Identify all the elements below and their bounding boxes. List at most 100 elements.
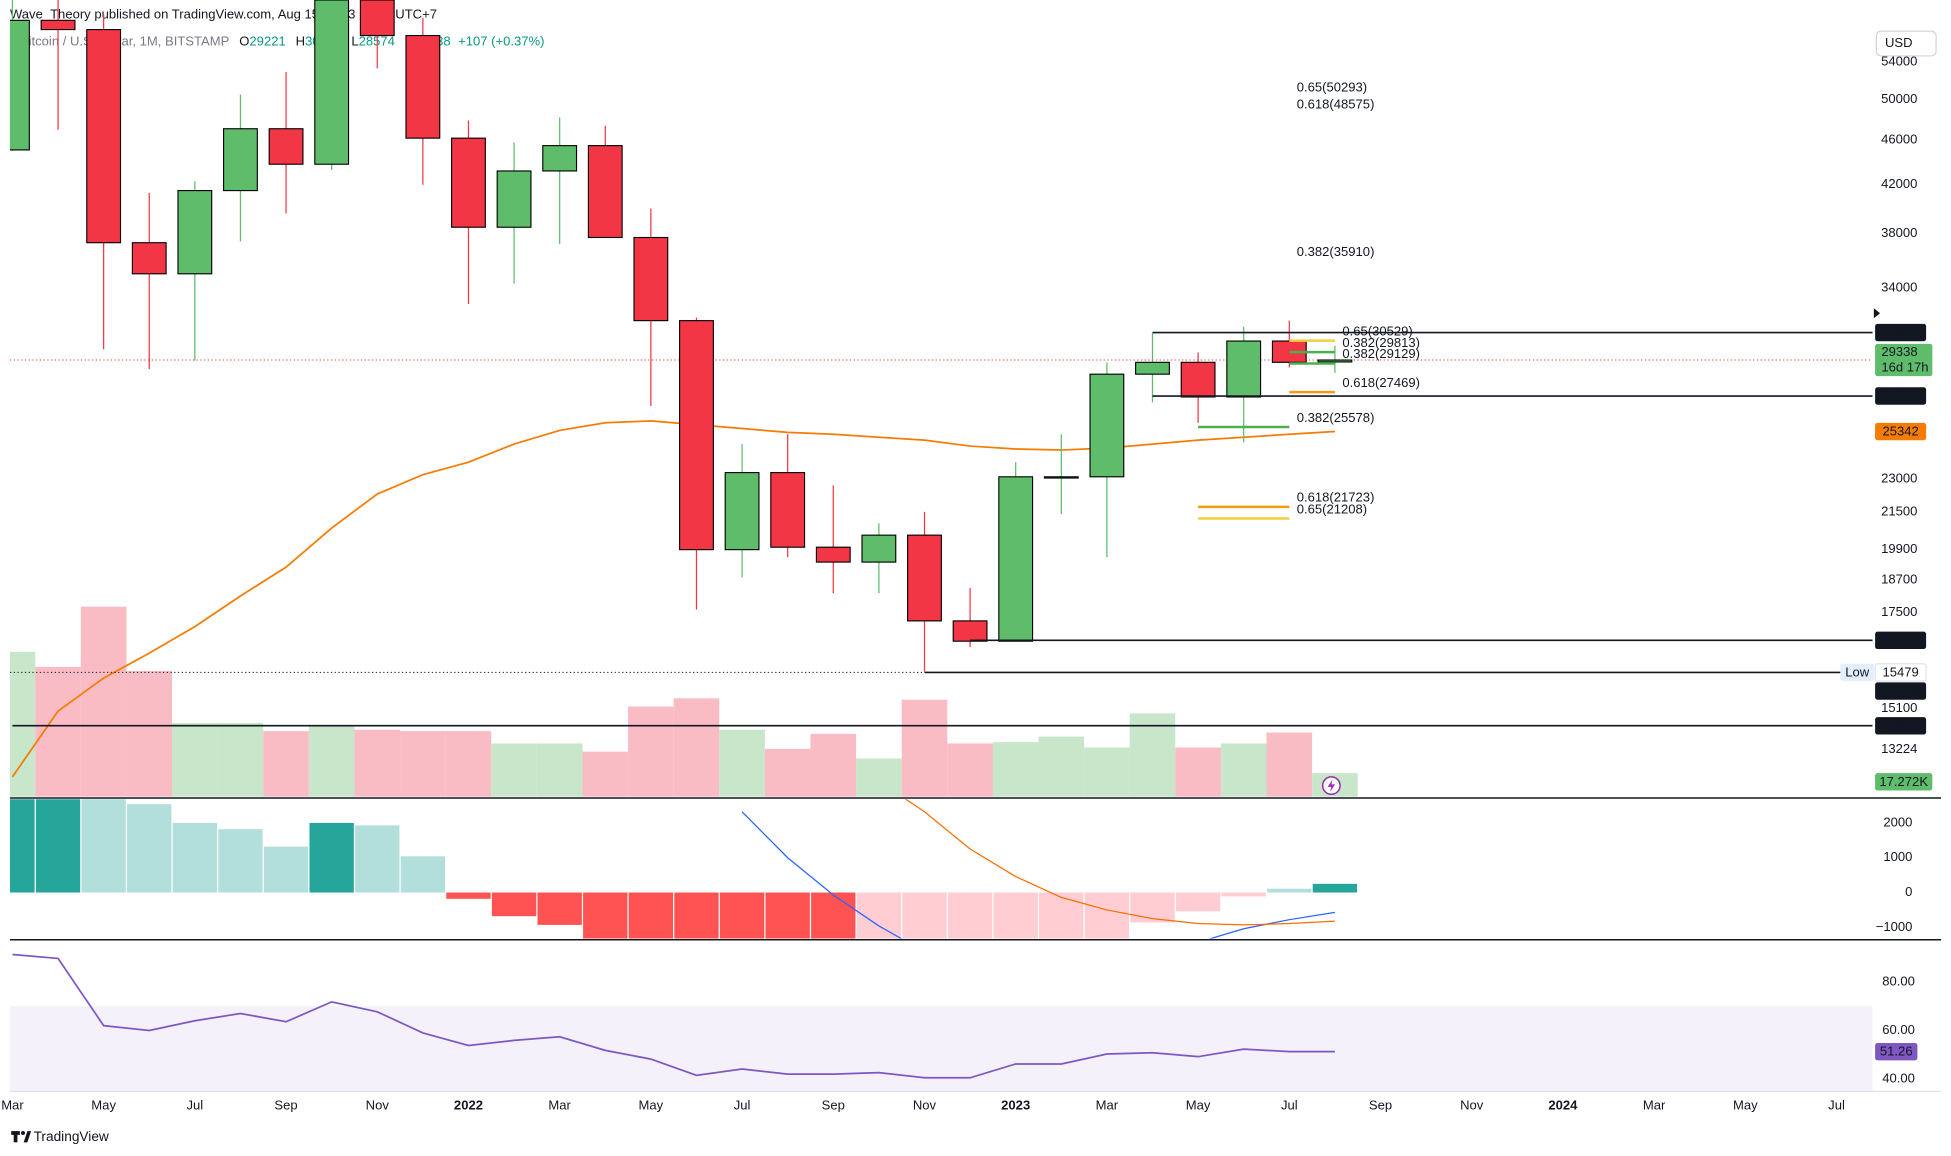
price-label-box: [1875, 422, 1927, 441]
x-tick-label: Nov: [366, 1098, 390, 1113]
x-tick-label: Nov: [1460, 1098, 1484, 1113]
macd-histogram-bar: [355, 825, 400, 893]
x-tick-label: May: [639, 1098, 664, 1113]
candle-body: [633, 236, 669, 322]
volume-bar: [719, 729, 765, 797]
macd-histogram-bar: [811, 892, 856, 939]
y-tick-label: 17500: [1881, 604, 1917, 619]
price-label-box: [1875, 323, 1927, 342]
rsi-pane: [9, 953, 1873, 1092]
low-value-box: [1874, 663, 1927, 682]
volume-bar: [354, 729, 401, 797]
volume-bar: [856, 758, 902, 797]
macd-histogram-bar: [127, 804, 172, 893]
macd-histogram-bar: [947, 892, 993, 939]
macd-histogram-bar: [218, 829, 263, 893]
x-tick-label: Mar: [1, 1098, 24, 1113]
macd-histogram-bar: [993, 892, 1038, 939]
candle-body: [770, 472, 806, 548]
x-tick-label: Jul: [734, 1098, 751, 1113]
x-tick-label: Mar: [1643, 1098, 1666, 1113]
macd-histogram-bar: [309, 822, 354, 893]
ohlc-value: 29221: [249, 34, 285, 49]
macd-histogram-bar: [1267, 888, 1312, 893]
price-label-box: [1875, 631, 1927, 650]
volume-bar: [400, 731, 446, 797]
candle-body: [1089, 373, 1125, 478]
volume-bar: [673, 698, 720, 797]
change: +107 (+0.37%): [458, 34, 544, 49]
volume-bar: [172, 722, 218, 797]
candle-body: [542, 145, 578, 172]
candle-body: [724, 472, 760, 551]
volume-bar: [80, 606, 127, 797]
x-tick-label: May: [1186, 1098, 1211, 1113]
candle-body: [952, 620, 988, 642]
fib-label: 0.65(30529): [1342, 323, 1412, 338]
price-label: 15466: [1882, 683, 1918, 698]
volume-bar: [491, 743, 537, 797]
macd-histogram-bar: [674, 892, 719, 939]
candle-body: [861, 534, 897, 563]
fib-label: 0.618(21723): [1297, 490, 1375, 505]
volume-bar: [947, 743, 993, 797]
macd-histogram-bar: [81, 799, 126, 893]
candle-body: [268, 128, 304, 165]
candle-body: [1226, 340, 1262, 398]
arrow-icon: [1873, 308, 1881, 319]
volume-label: 17.272K: [1879, 774, 1928, 789]
y-tick-label: 54000: [1881, 53, 1917, 68]
y-tick-label: 46000: [1881, 132, 1917, 147]
macd-histogram-bar: [1130, 892, 1175, 923]
candle-body: [1135, 361, 1170, 375]
currency-label: USD: [1885, 35, 1913, 50]
ohlc-key: H: [296, 34, 305, 49]
symbol: Bitcoin / U.S. Dollar, 1M, BITSTAMP: [20, 34, 230, 49]
logo-part: [21, 1131, 26, 1135]
x-tick-label: Sep: [1369, 1098, 1392, 1113]
candle-body: [1317, 359, 1353, 363]
macd-histogram-bar: [400, 856, 446, 893]
y-tick-label: 19900: [1881, 541, 1917, 556]
candle-body: [451, 137, 486, 228]
macd-histogram-bar: [491, 892, 537, 917]
y-tick-label: 34000: [1881, 279, 1917, 294]
price-label-box: [1875, 387, 1927, 405]
ohlc-key: L: [351, 34, 358, 49]
fib-label: 0.618(48575): [1297, 96, 1375, 111]
macd-histogram-bar: [537, 892, 582, 925]
macd-line: [904, 799, 1335, 926]
y-tick-label: 18700: [1881, 571, 1917, 586]
volume-bar: [810, 733, 857, 797]
volume-bar: [536, 743, 583, 797]
x-tick-label: Mar: [548, 1098, 571, 1113]
volume-bar: [1175, 747, 1221, 797]
ohlc-key: O: [239, 34, 249, 49]
candle-body: [314, 0, 350, 165]
y-tick-label: 42000: [1881, 176, 1917, 191]
rsi-tick-label: 60.00: [1882, 1022, 1915, 1037]
price-label: 25342: [1882, 424, 1918, 439]
macd-histogram-bar: [1221, 892, 1266, 897]
candle-body: [1043, 476, 1079, 479]
x-tick-label: Jul: [1281, 1098, 1298, 1113]
y-tick-label: 13224: [1881, 741, 1917, 756]
price-label-box: [1875, 717, 1927, 735]
event-icon-bolt: [1327, 779, 1336, 792]
fib-label: 0.382(25578): [1297, 410, 1375, 425]
candle-body: [223, 128, 258, 192]
countdown-label: 16d 17h: [1881, 360, 1928, 375]
fib-label: 0.65(21208): [1297, 501, 1367, 516]
macd-histogram-bar: [902, 892, 947, 939]
x-tick-label: 2023: [1001, 1098, 1030, 1113]
volume-bar: [35, 666, 81, 797]
y-tick-label: 38000: [1881, 225, 1917, 240]
candle-body: [587, 145, 623, 239]
macd-line: [741, 811, 1336, 939]
price-label: 27254: [1882, 388, 1918, 403]
candle-body: [86, 29, 122, 244]
y-tick-label: 50000: [1881, 91, 1917, 106]
macd-histogram-bar: [628, 892, 674, 939]
currency-button[interactable]: [1875, 30, 1937, 57]
